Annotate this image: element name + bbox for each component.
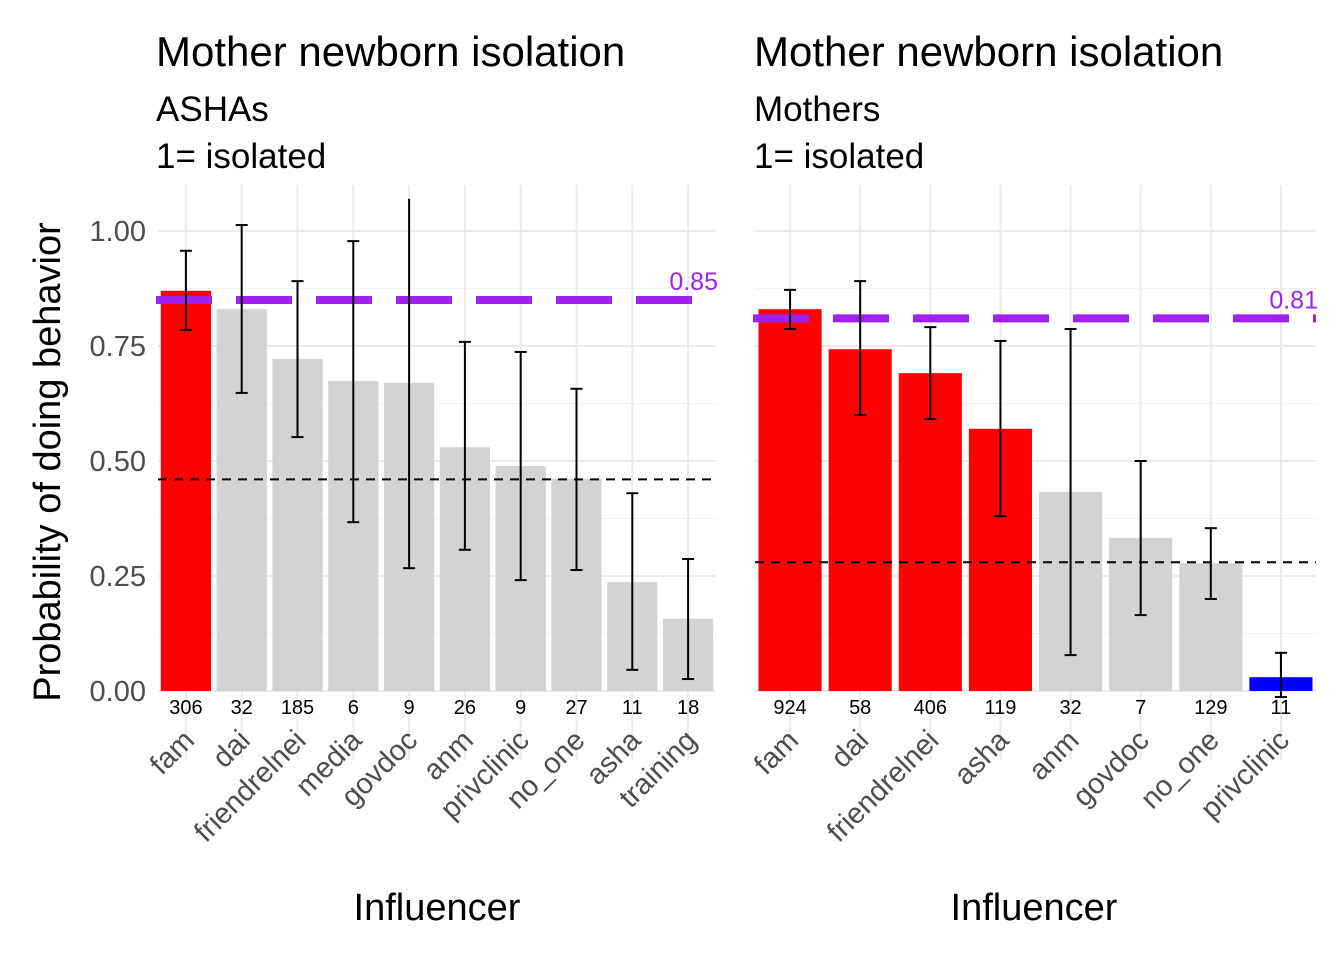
y-tick-label: 1.00	[90, 216, 146, 248]
count-label-training: 18	[677, 697, 699, 719]
y-tick-label: 0.75	[90, 331, 146, 363]
count-label-asha: 11	[622, 697, 643, 719]
panel-1-x-axis-title: Influencer	[354, 887, 521, 929]
overall-mean-label: 0.85	[669, 268, 718, 296]
y-tick-label: 0.00	[90, 676, 146, 708]
count-label-media: 6	[348, 697, 359, 719]
panel-1-subtitle-group: ASHAs	[156, 90, 269, 129]
panel-2-title: Mother newborn isolation	[754, 28, 1223, 75]
count-label-govdoc: 7	[1135, 697, 1146, 719]
x-tick-label-asha: asha	[948, 724, 1016, 792]
count-label-dai: 58	[849, 697, 871, 719]
count-label-asha: 119	[984, 697, 1016, 719]
count-label-dai: 32	[231, 697, 253, 719]
panel-1-subtitle-note: 1= isolated	[156, 137, 326, 176]
overall-mean-label: 0.81	[1269, 286, 1318, 314]
bar-friendrelnei	[898, 373, 962, 691]
panel-2-subtitle-group: Mothers	[754, 90, 880, 129]
y-tick-label: 0.50	[90, 446, 146, 478]
count-label-fam: 924	[773, 697, 806, 719]
y-tick-label: 0.25	[90, 561, 146, 593]
count-label-no_one: 129	[1194, 697, 1227, 719]
x-tick-label-anm: anm	[1023, 724, 1086, 787]
y-axis-title: Probability of doing behavior	[27, 222, 69, 702]
count-label-fam: 306	[169, 697, 202, 719]
x-tick-label-fam: fam	[144, 724, 201, 781]
bar-fam	[758, 309, 822, 691]
count-label-anm: 26	[454, 697, 476, 719]
x-tick-label-dai: dai	[825, 724, 875, 774]
panel-1: 0.00 0.25 0.50 0.75 1.00 0.85 306 32 185 6 9 26 9 27 1…	[90, 185, 718, 848]
x-tick-label-fam: fam	[748, 724, 805, 781]
count-label-friendrelnei: 185	[281, 697, 314, 719]
panel-2-subtitle-note: 1= isolated	[754, 137, 924, 176]
count-label-govdoc: 9	[404, 697, 415, 719]
count-label-friendrelnei: 406	[914, 697, 947, 719]
panel-1-title: Mother newborn isolation	[156, 28, 625, 75]
count-label-privclinic: 9	[515, 697, 526, 719]
bar-fam	[160, 290, 212, 691]
count-label-anm: 32	[1059, 697, 1081, 719]
panel-2-x-axis-title: Influencer	[951, 887, 1118, 929]
count-label-privclinic: 11	[1271, 697, 1292, 719]
count-label-no_one: 27	[565, 697, 587, 719]
